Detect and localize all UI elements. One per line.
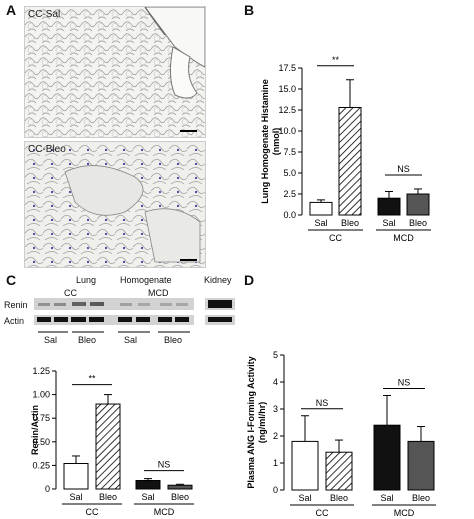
y-tick-label: 7.5 xyxy=(283,147,296,157)
group-label: CC xyxy=(86,507,99,517)
chart-c: 0 0.25 0.50 0.75 1.00 1.25 Renin/Actin Sal Bleo S… xyxy=(30,366,194,517)
y-tick-label: 15.0 xyxy=(278,84,296,94)
significance-label: NS xyxy=(158,460,171,470)
y-tick-label: 10.0 xyxy=(278,126,296,136)
micrograph-cc-sal-image xyxy=(25,7,205,137)
western-blot xyxy=(34,298,235,333)
y-tick-label: 5.0 xyxy=(283,168,296,178)
significance-label: ** xyxy=(332,55,340,65)
y-axis-label: Renin/Actin xyxy=(30,405,40,455)
bar xyxy=(406,193,430,216)
y-tick-label: 2 xyxy=(273,431,278,441)
blot-bleo-mcd: Bleo xyxy=(164,335,183,345)
panel-letter-a: A xyxy=(6,2,17,18)
category-label: Bleo xyxy=(412,493,430,503)
bar xyxy=(309,201,333,216)
y-tick-label: 0.25 xyxy=(32,460,50,470)
y-tick-label: 0.50 xyxy=(32,437,50,447)
y-tick-label: 0.0 xyxy=(283,210,296,220)
bar xyxy=(291,440,319,491)
category-label: Sal xyxy=(69,492,82,502)
group-label: CC xyxy=(316,508,329,518)
renin-bands xyxy=(38,300,232,308)
y-axis-label: (ng/ml/hr) xyxy=(257,402,267,444)
category-label: Bleo xyxy=(171,492,189,502)
y-tick-label: 1 xyxy=(273,458,278,468)
y-tick-label: 1.00 xyxy=(32,390,50,400)
actin-bands xyxy=(37,317,232,322)
y-tick-label: 0.75 xyxy=(32,413,50,423)
bar xyxy=(407,440,435,491)
panel-letter-c: C xyxy=(6,272,17,288)
group-label: MCD xyxy=(393,233,414,243)
bar xyxy=(167,484,193,490)
category-label: Bleo xyxy=(330,493,348,503)
category-label: Sal xyxy=(314,218,327,228)
significance-label: NS xyxy=(398,378,411,388)
blot-renin-row: Renin xyxy=(4,300,28,310)
blot-actin-row: Actin xyxy=(4,316,25,326)
bar xyxy=(135,480,161,490)
bar xyxy=(373,424,401,491)
bar xyxy=(95,403,121,490)
blot-mcd-label: MCD xyxy=(148,288,169,298)
category-label: Bleo xyxy=(409,218,427,228)
category-label: Sal xyxy=(298,493,311,503)
y-tick-label: 1.25 xyxy=(32,366,50,376)
group-label: MCD xyxy=(154,507,175,517)
y-axis-label: Plasma ANG I-Forming Activity xyxy=(246,356,256,488)
blot-bleo-cc: Bleo xyxy=(78,335,97,345)
chart-d: 0 1 2 3 4 5 Plasma ANG I-Forming Activity (ng/m… xyxy=(246,350,436,518)
y-tick-label: 12.5 xyxy=(278,105,296,115)
bar xyxy=(338,106,362,216)
blot-kidney-label: Kidney xyxy=(204,275,232,285)
category-label: Bleo xyxy=(341,218,359,228)
category-label: Sal xyxy=(141,492,154,502)
group-label: CC xyxy=(329,233,342,243)
blot-lung-label: Lung xyxy=(76,275,97,285)
group-label: MCD xyxy=(394,508,415,518)
y-tick-label: 17.5 xyxy=(278,63,296,73)
micrograph-label-cc-bleo: CC-Bleo xyxy=(28,144,66,155)
significance-label: NS xyxy=(316,398,329,408)
y-tick-label: 4 xyxy=(273,377,278,387)
chart-b: 0.0 2.5 5.0 7.5 10.0 12.5 15.0 17.5 Lung Homogen… xyxy=(260,55,431,243)
y-axis-label: Lung Homogenate Histamine xyxy=(260,79,270,204)
micrograph-cc-sal xyxy=(24,6,206,138)
y-tick-label: 0 xyxy=(273,485,278,495)
bar xyxy=(325,451,353,491)
y-tick-label: 5 xyxy=(273,350,278,360)
significance-label: NS xyxy=(397,164,410,174)
blot-cc-label: CC xyxy=(64,288,77,298)
blot-sal-mcd: Sal xyxy=(124,335,138,345)
y-tick-label: 3 xyxy=(273,404,278,414)
bar xyxy=(377,197,401,216)
y-tick-label: 2.5 xyxy=(283,189,296,199)
category-label: Sal xyxy=(382,218,395,228)
y-axis-label: (nmol) xyxy=(271,128,281,156)
blot-homogenate-label: Homogenate xyxy=(120,275,172,285)
bar xyxy=(63,463,89,490)
category-label: Sal xyxy=(380,493,393,503)
y-tick-label: 0 xyxy=(45,484,50,494)
micrograph-cc-bleo-image xyxy=(25,142,205,267)
blot-sal-cc: Sal xyxy=(44,335,58,345)
panel-letter-d: D xyxy=(244,272,255,288)
micrograph-cc-bleo xyxy=(24,141,206,268)
micrograph-label-cc-sal: CC-Sal xyxy=(28,9,61,20)
category-label: Bleo xyxy=(99,492,117,502)
panel-letter-b: B xyxy=(244,2,255,18)
significance-label: ** xyxy=(88,374,96,384)
